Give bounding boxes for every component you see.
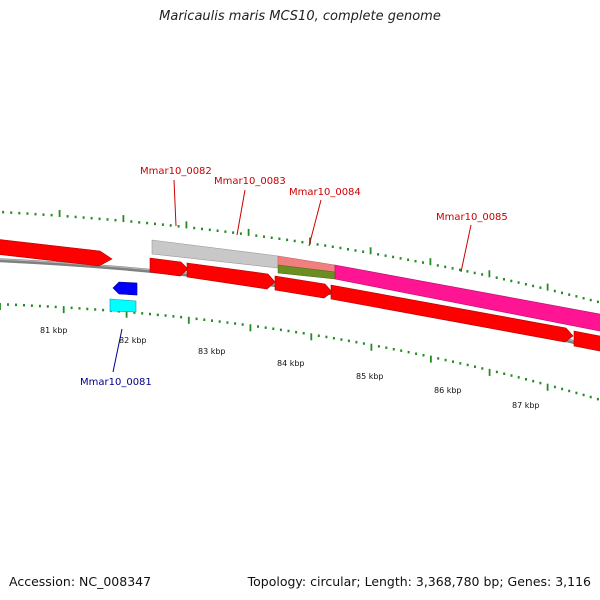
inner-tick-track bbox=[0, 303, 599, 401]
cds-arrow-5 bbox=[573, 330, 600, 352]
ruler-label: 82 kbp bbox=[119, 336, 147, 345]
ruler-label: 86 kbp bbox=[434, 386, 462, 395]
gene-label-0084: Mmar10_0084 bbox=[289, 187, 361, 198]
leader-line-0083 bbox=[236, 189, 246, 236]
gene-label-0081: Mmar10_0081 bbox=[80, 377, 152, 388]
ruler-label: 83 kbp bbox=[198, 347, 226, 356]
leader-line-0085 bbox=[460, 224, 472, 273]
leader-line-0081 bbox=[112, 328, 123, 373]
leader-line-0084 bbox=[308, 199, 322, 247]
cds-minus-arrow bbox=[112, 281, 138, 296]
ruler-label: 81 kbp bbox=[40, 326, 68, 335]
rrna-feature bbox=[109, 298, 137, 313]
gene-label-0083: Mmar10_0083 bbox=[214, 176, 286, 187]
ruler-label: 85 kbp bbox=[356, 372, 384, 381]
figure-title: Maricaulis maris MCS10, complete genome bbox=[159, 9, 441, 24]
cds-arrow-2 bbox=[186, 262, 276, 290]
cds-row bbox=[149, 257, 600, 352]
gene-feature-pink bbox=[334, 264, 600, 332]
gene-feature-0080 bbox=[0, 239, 113, 267]
gene-label-0082: Mmar10_0082 bbox=[140, 166, 212, 177]
genome-summary-text: Topology: circular; Length: 3,368,780 bp… bbox=[247, 574, 591, 589]
forward-features bbox=[0, 239, 600, 332]
ruler-label: 84 kbp bbox=[277, 359, 305, 368]
accession-text: Accession: NC_008347 bbox=[9, 574, 152, 589]
ruler-labels: 81 kbp 82 kbp 83 kbp 84 kbp 85 kbp 86 kb… bbox=[40, 326, 540, 410]
leader-line-0082 bbox=[173, 179, 177, 227]
cds-arrow-4 bbox=[330, 284, 574, 343]
cds-arrow-3 bbox=[274, 275, 333, 299]
gene-label-0085: Mmar10_0085 bbox=[436, 212, 508, 223]
cds-arrow-1 bbox=[149, 257, 189, 277]
outer-tick-track bbox=[2, 210, 599, 304]
ruler-label: 87 kbp bbox=[512, 401, 540, 410]
